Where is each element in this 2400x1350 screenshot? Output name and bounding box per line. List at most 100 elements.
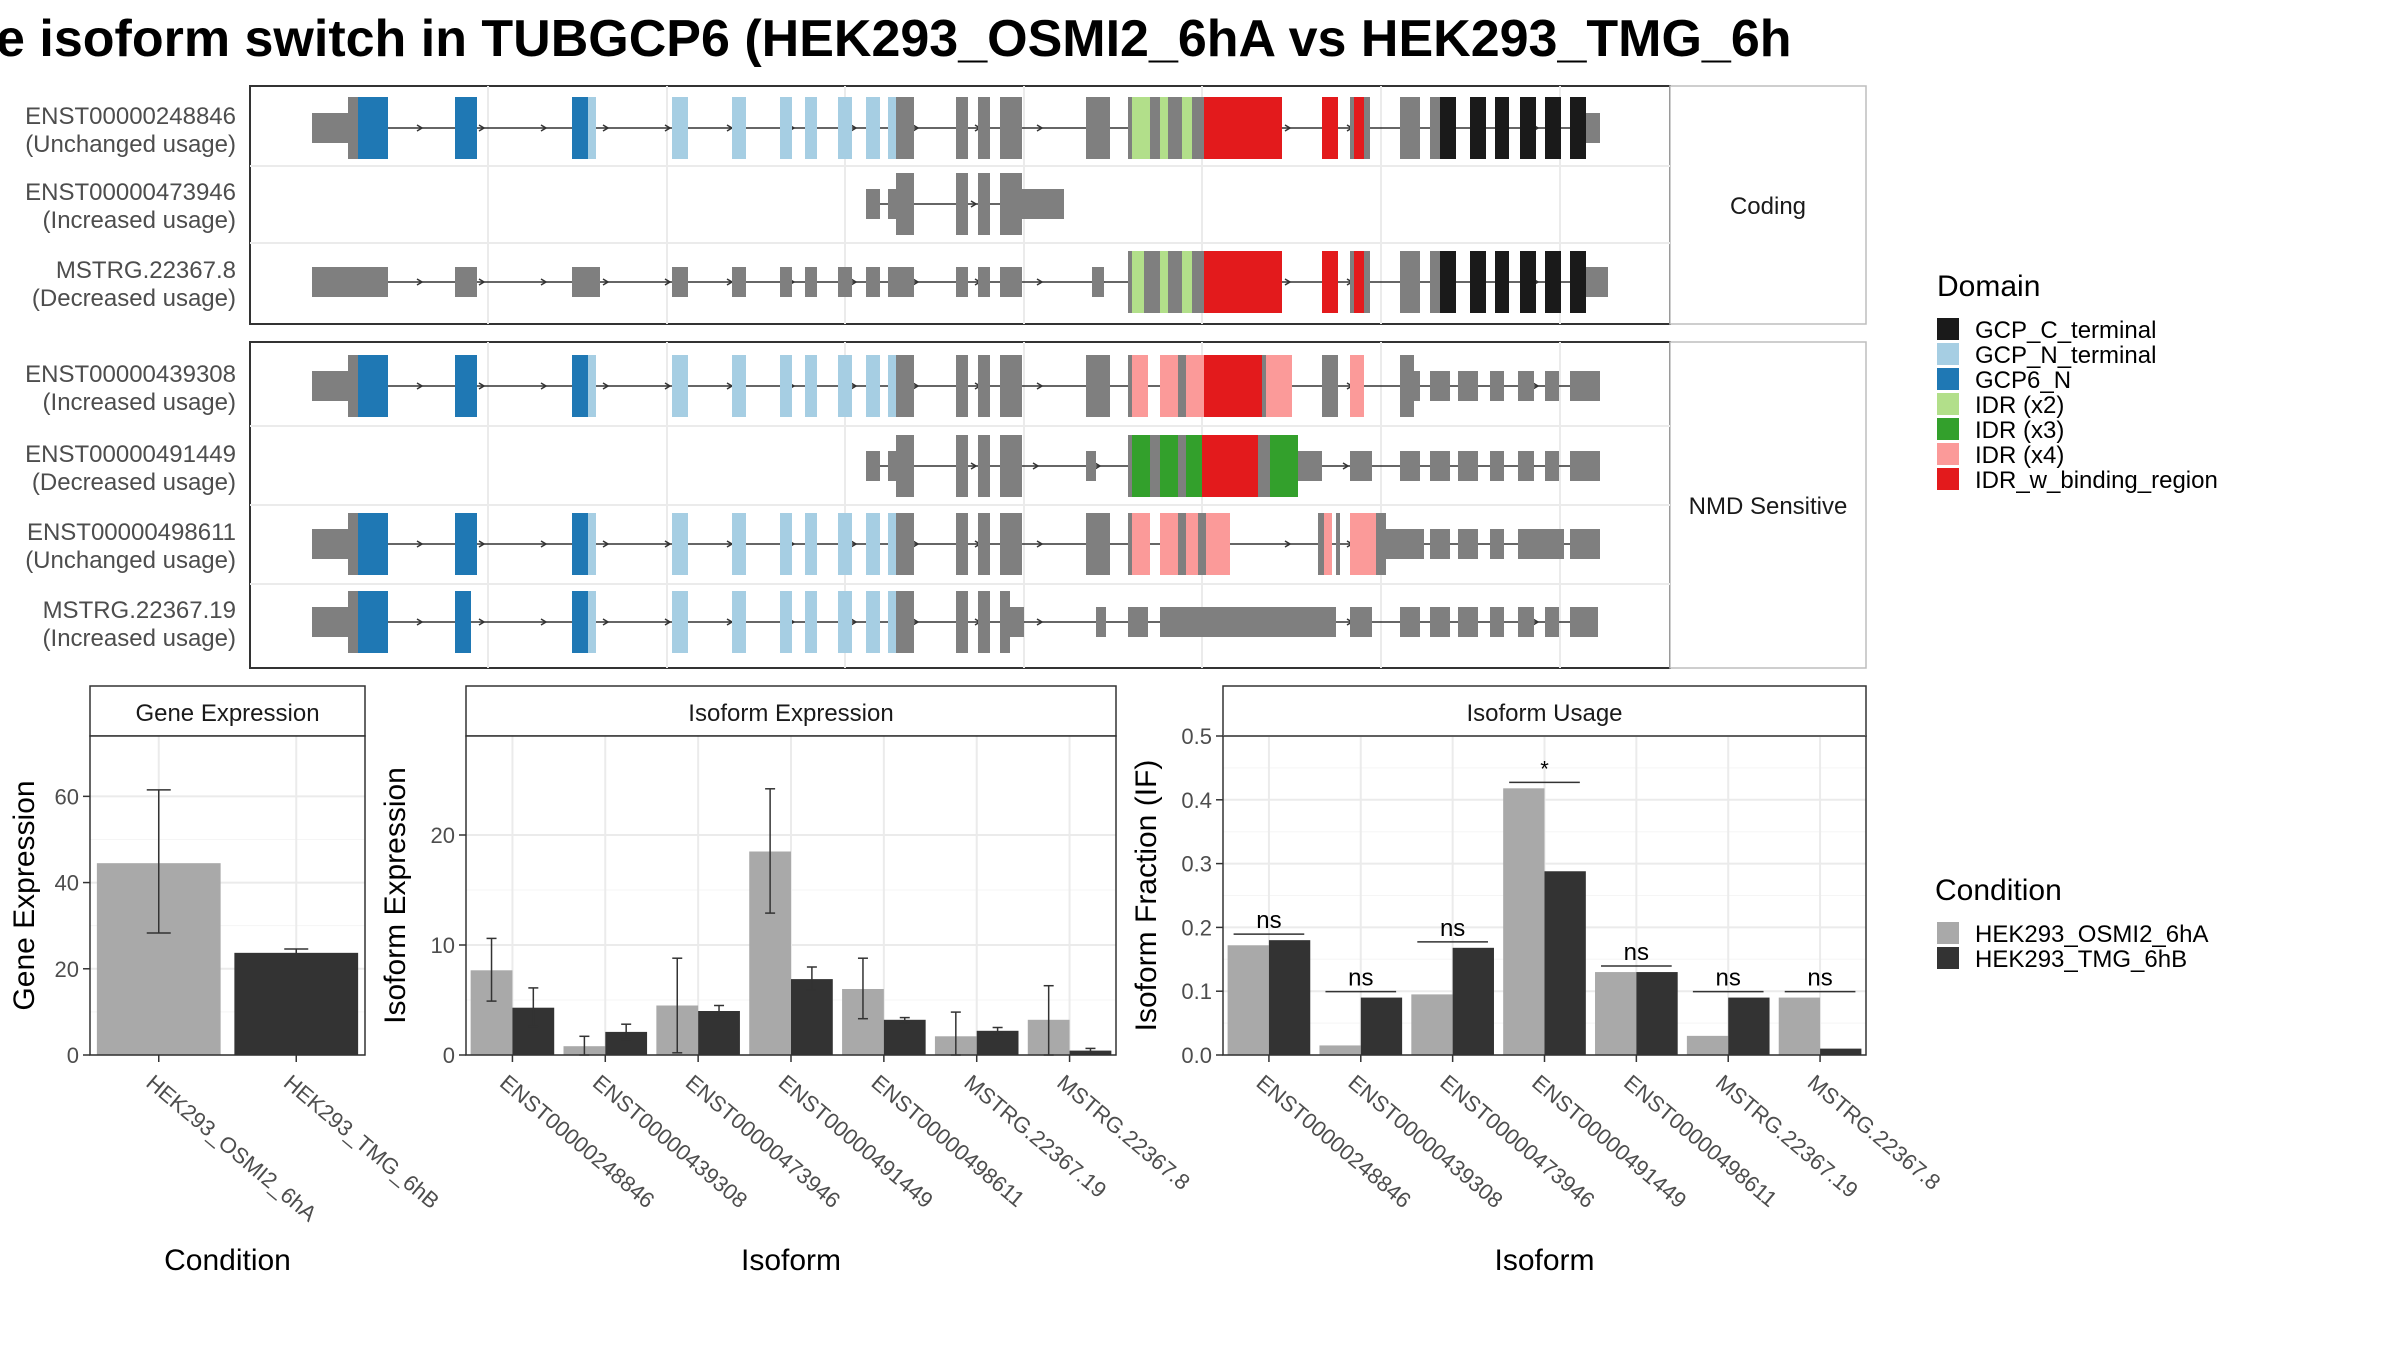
bar <box>1778 997 1821 1055</box>
exon-block <box>1318 513 1324 575</box>
exon-block <box>1322 355 1338 417</box>
exon-block <box>1430 607 1450 637</box>
intron-arrow <box>416 278 424 286</box>
exon-block <box>312 529 348 559</box>
exon-block <box>348 355 358 417</box>
intron-arrow <box>478 618 486 626</box>
exon-block <box>358 591 388 653</box>
legend-label: GCP_N_terminal <box>1975 342 2156 369</box>
exon-block <box>732 267 746 297</box>
exon-block <box>1198 513 1206 575</box>
x-tick-label: ENST00000498611 <box>1619 1070 1782 1212</box>
intron-arrow <box>664 124 672 132</box>
exon-block <box>866 513 880 575</box>
exon-block <box>572 591 588 653</box>
intron-arrow <box>850 540 858 548</box>
exon-block <box>1470 251 1486 313</box>
y-tick-label: 0 <box>67 1043 79 1068</box>
exon-block <box>1160 97 1168 159</box>
exon-block <box>732 355 746 417</box>
intron-arrow <box>602 278 610 286</box>
transcript-usage-label: (Unchanged usage) <box>25 131 236 158</box>
panel-strip <box>89 685 366 737</box>
exon-block <box>1470 97 1486 159</box>
exon-block <box>1086 451 1096 481</box>
exon-block <box>956 355 968 417</box>
exon-block <box>1322 97 1338 159</box>
exon-block <box>780 513 792 575</box>
exon-block <box>1000 267 1022 297</box>
exon-block <box>888 591 896 653</box>
exon-block <box>1132 513 1150 575</box>
exon-block <box>978 267 990 297</box>
exon-block <box>780 267 792 297</box>
legend-label: GCP_C_terminal <box>1975 317 2156 344</box>
exon-block <box>1430 529 1450 559</box>
exon-block <box>1350 97 1354 159</box>
facet-strip-label: NMD Sensitive <box>1689 493 1848 520</box>
y-axis-title: Gene Expression <box>8 780 41 1010</box>
exon-block <box>1400 607 1420 637</box>
exon-block <box>838 355 852 417</box>
intron-arrow <box>478 124 486 132</box>
exon-block <box>780 591 792 653</box>
intron-arrow <box>664 618 672 626</box>
intron-arrow <box>664 382 672 390</box>
y-axis-title: Isoform Expression <box>379 767 412 1024</box>
exon-block <box>358 355 388 417</box>
exon-block <box>1168 251 1182 313</box>
exon-block <box>1192 251 1204 313</box>
y-tick-label: 20 <box>55 957 79 982</box>
intron-arrow <box>416 618 424 626</box>
exon-block <box>1132 435 1150 497</box>
exon-block <box>1128 355 1132 417</box>
panel-title: Isoform Usage <box>1466 700 1622 727</box>
exon-block <box>1132 355 1148 417</box>
exon-block <box>1132 251 1144 313</box>
exon-block <box>1490 451 1504 481</box>
transcript-id-label: ENST00000473946 <box>25 179 236 206</box>
exon-block <box>1000 173 1022 235</box>
exon-block <box>1182 97 1192 159</box>
exon-block <box>956 513 968 575</box>
intron-arrow <box>478 278 486 286</box>
exon-block <box>1350 513 1376 575</box>
x-axis-title: Condition <box>164 1244 291 1277</box>
exon-block <box>1520 97 1536 159</box>
bar <box>1268 940 1311 1055</box>
exon-block <box>1570 607 1598 637</box>
exon-block <box>1206 513 1230 575</box>
exon-block <box>1186 435 1202 497</box>
exon-block <box>1520 251 1536 313</box>
exon-block <box>672 355 688 417</box>
exon-block <box>1178 513 1186 575</box>
intron-arrow <box>602 618 610 626</box>
exon-block <box>1545 607 1559 637</box>
intron-arrow <box>416 124 424 132</box>
significance-label: * <box>1540 756 1549 781</box>
exon-block <box>672 97 688 159</box>
y-tick-label: 0.4 <box>1181 788 1212 813</box>
exon-block <box>1096 607 1106 637</box>
intron-arrow <box>540 124 548 132</box>
exon-block <box>1128 251 1132 313</box>
exon-block <box>1350 607 1372 637</box>
exon-block <box>672 513 688 575</box>
exon-block <box>1545 451 1559 481</box>
exon-block <box>455 97 477 159</box>
intron-arrow <box>664 278 672 286</box>
exon-block <box>1518 529 1564 559</box>
legend-label: IDR_w_binding_region <box>1975 467 2218 494</box>
exon-block <box>1350 251 1354 313</box>
exon-block <box>1168 97 1182 159</box>
x-tick-label: ENST00000491449 <box>1527 1070 1691 1213</box>
intron-arrow <box>912 540 920 548</box>
x-tick-label: ENST00000439308 <box>1344 1070 1508 1213</box>
exon-block <box>896 355 914 417</box>
exon-block <box>1586 113 1600 143</box>
exon-block <box>1150 97 1160 159</box>
exon-block <box>1440 251 1456 313</box>
intron-arrow <box>912 278 920 286</box>
exon-block <box>1350 355 1364 417</box>
exon-block <box>1570 97 1586 159</box>
